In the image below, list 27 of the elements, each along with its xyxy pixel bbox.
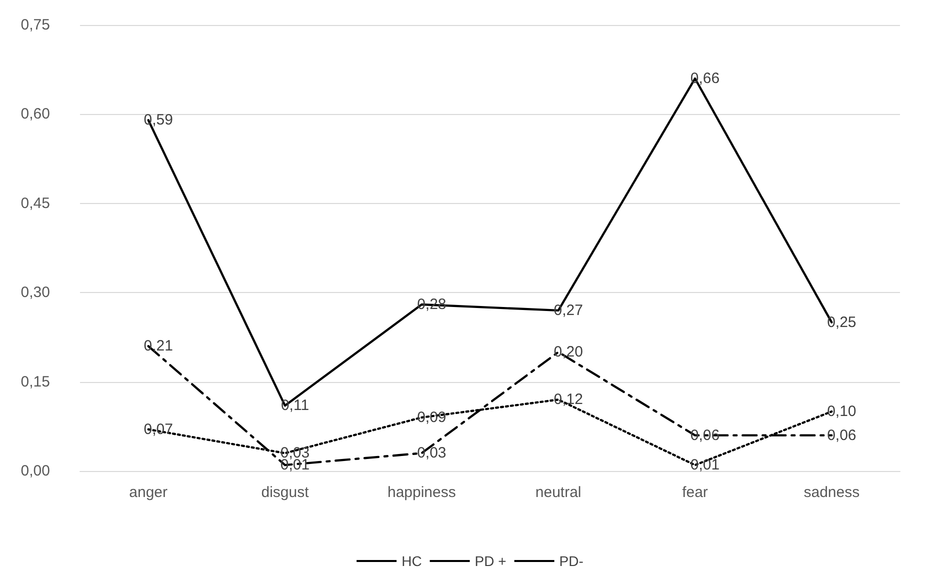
x-tick-label: neutral (535, 484, 582, 501)
x-tick-label: anger (129, 484, 168, 501)
x-tick-label: happiness (387, 484, 456, 501)
legend-label: PD- (559, 553, 584, 569)
x-tick-label: disgust (261, 484, 310, 501)
y-tick-label: 0,15 (20, 373, 50, 390)
data-label: 0,06 (827, 426, 856, 444)
data-label: 0,25 (827, 314, 856, 331)
data-label: 0,03 (417, 444, 446, 462)
data-label: 0,11 (280, 397, 310, 414)
x-tick-label: fear (682, 484, 708, 501)
data-label: 0,27 (554, 302, 583, 319)
data-label: 0,12 (554, 391, 583, 408)
y-tick-label: 0,75 (20, 16, 50, 34)
data-label: 0,01 (690, 456, 720, 474)
y-tick-label: 0,30 (20, 284, 50, 302)
legend-label: HC (402, 553, 422, 569)
legend-label: PD + (474, 553, 506, 569)
y-tick-label: 0,60 (20, 106, 50, 123)
y-tick-label: 0,00 (20, 462, 50, 480)
data-label: 0,59 (144, 112, 173, 129)
y-tick-label: 0,45 (20, 194, 50, 212)
data-label: 0,21 (144, 338, 173, 355)
data-label: 0,66 (690, 70, 720, 88)
x-tick-label: sadness (804, 484, 860, 501)
data-label: 0,10 (827, 403, 856, 420)
data-label: 0,20 (554, 344, 583, 361)
